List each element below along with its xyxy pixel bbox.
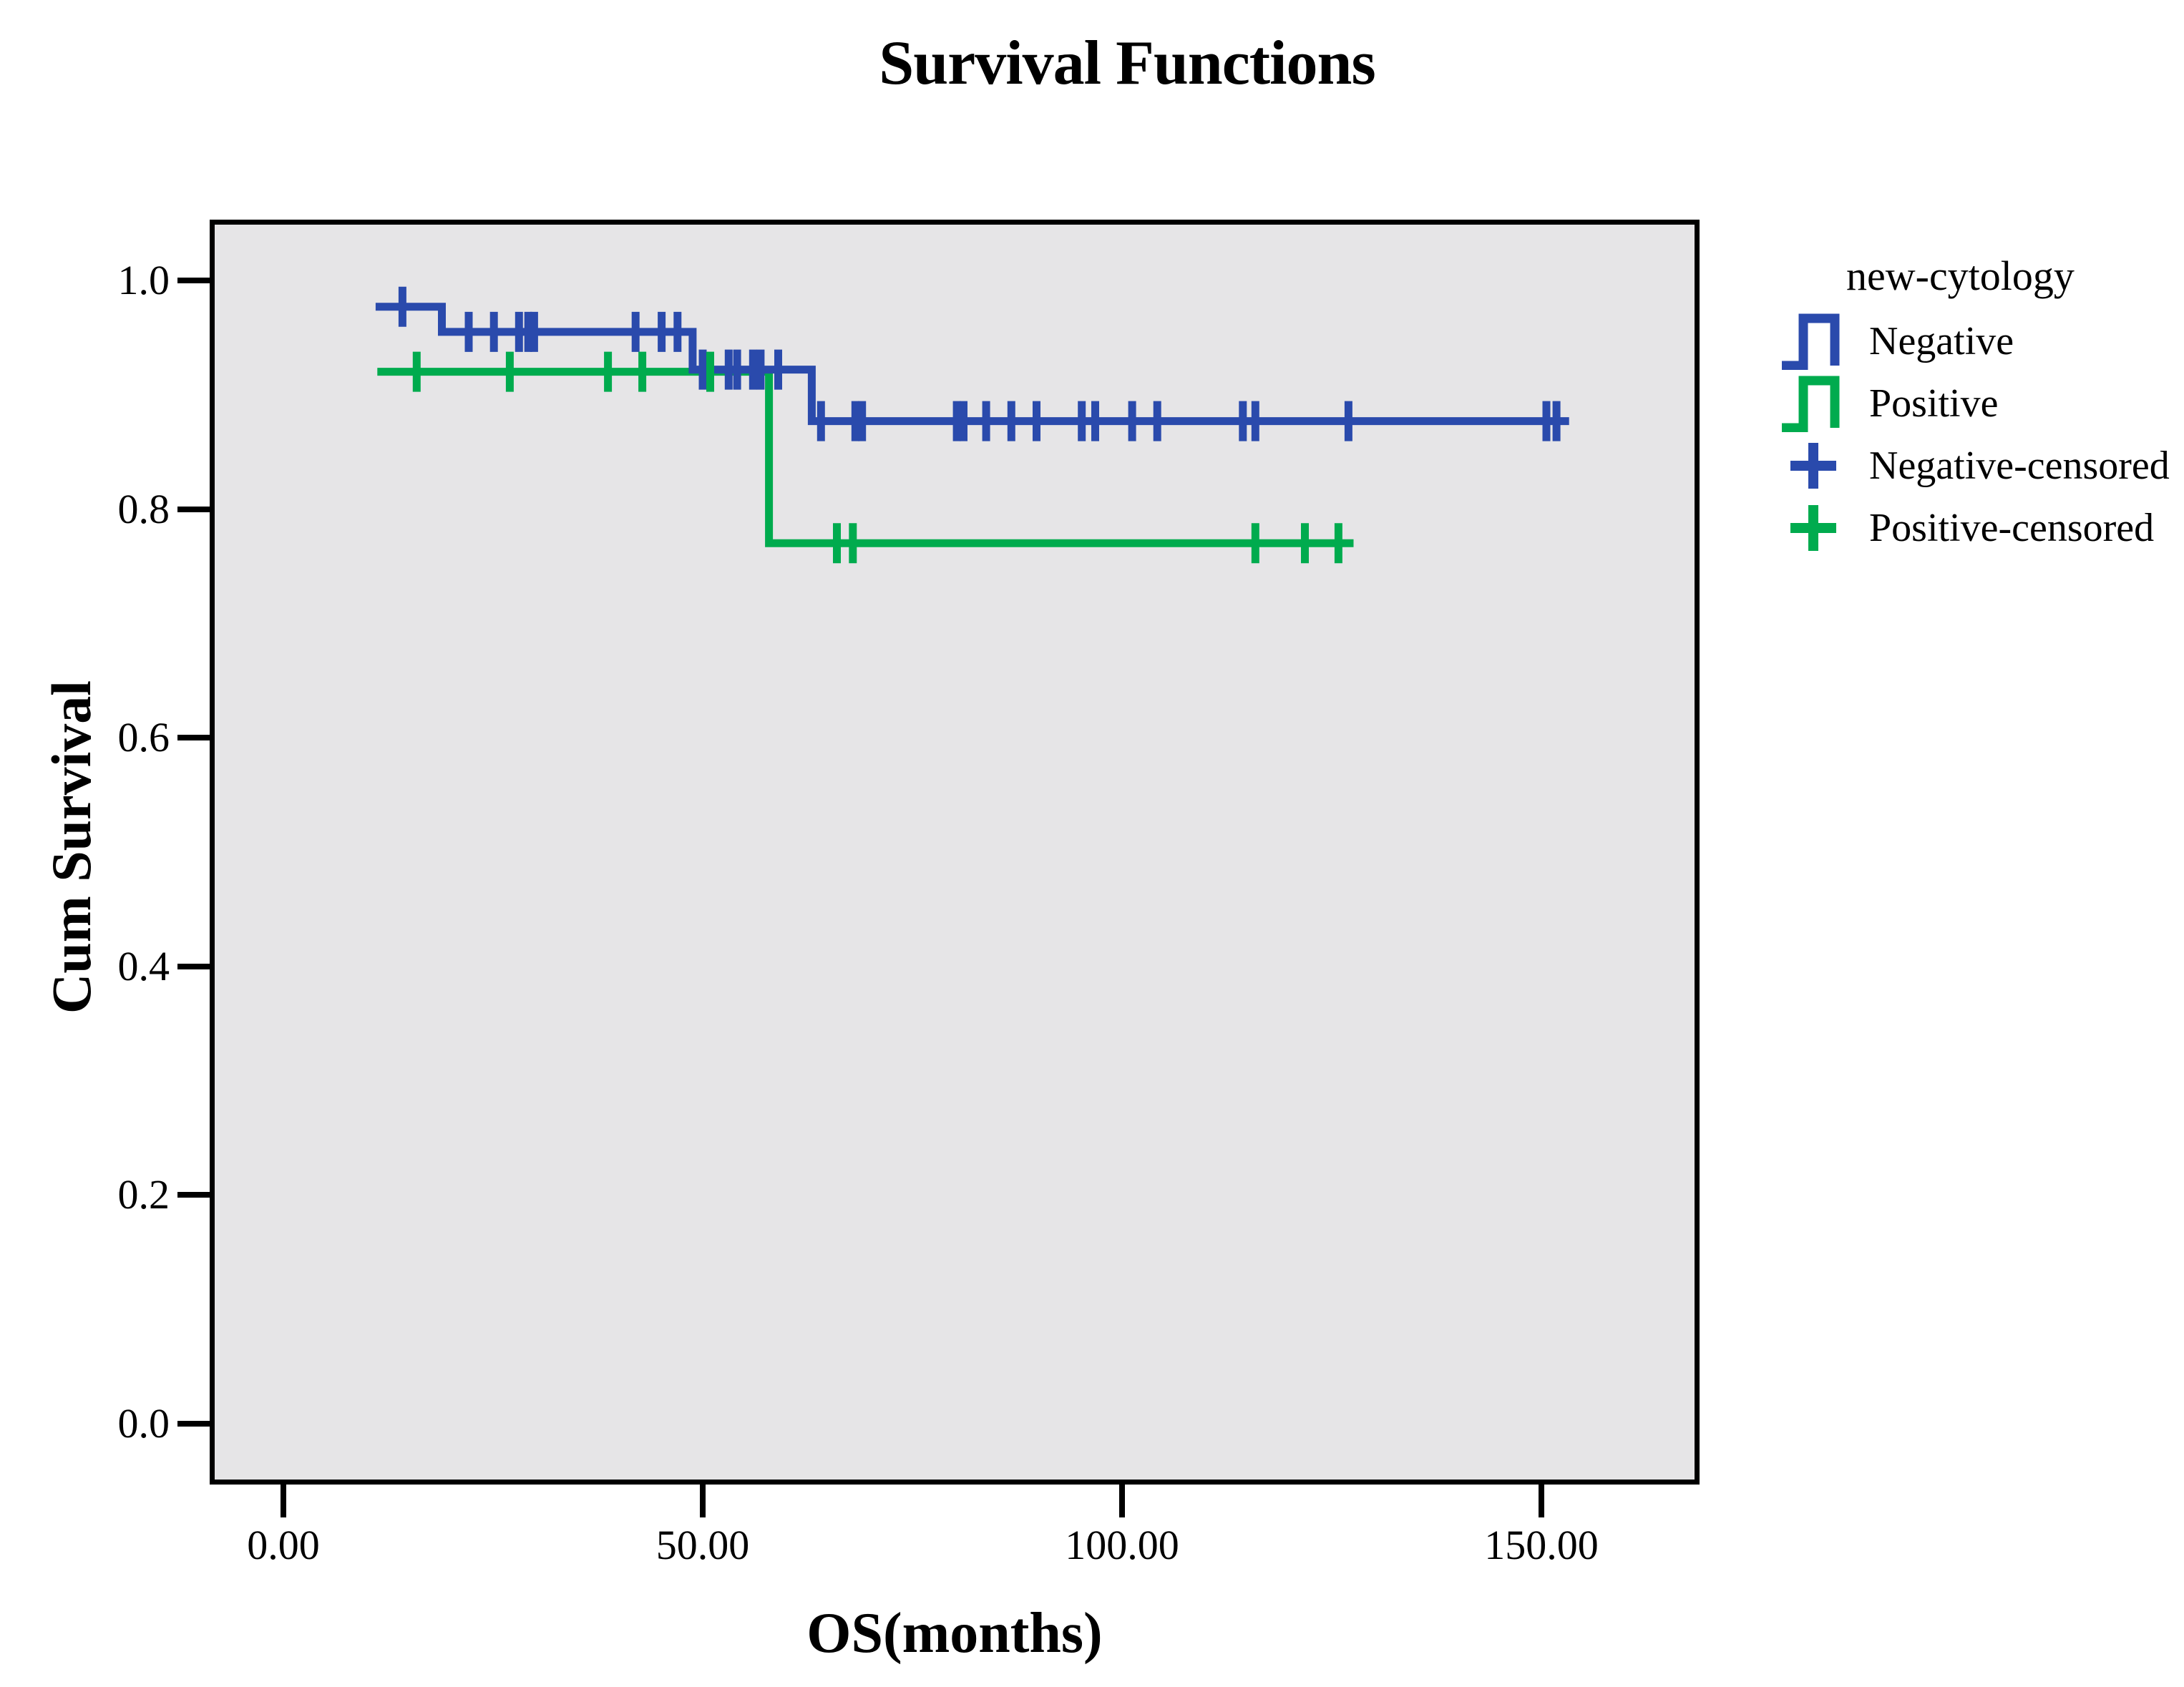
x-tick <box>281 1485 286 1517</box>
x-tick <box>700 1485 706 1517</box>
chart-title: Survival Functions <box>879 29 1375 98</box>
y-tick-label: 0.6 <box>117 714 170 761</box>
legend-item-negative-censored: Negative-censored <box>1778 434 2178 497</box>
x-tick-label: 50.00 <box>655 1522 750 1568</box>
legend-item-label: Positive-censored <box>1869 505 2155 550</box>
censor-marks-positive <box>412 351 1342 564</box>
censor-marks-negative <box>398 286 1561 441</box>
y-tick <box>177 506 210 512</box>
y-tick-label: 1.0 <box>117 257 170 303</box>
survival-curves-svg <box>375 286 1569 564</box>
series-line-negative <box>375 303 1569 426</box>
y-tick <box>177 1192 210 1198</box>
x-tick <box>1539 1485 1544 1517</box>
legend-item-negative: Negative <box>1778 310 2178 372</box>
x-axis-title: OS(months) <box>806 1602 1103 1665</box>
y-tick-label: 0.4 <box>117 942 170 989</box>
y-tick-label: 0.0 <box>117 1400 170 1447</box>
step-line-icon <box>1778 372 1849 434</box>
y-tick-label: 0.8 <box>117 485 170 532</box>
plus-censored-icon <box>1778 434 1849 497</box>
y-tick <box>177 1421 210 1427</box>
y-tick <box>177 735 210 741</box>
x-tick-label: 0.00 <box>247 1522 320 1568</box>
x-tick-label: 150.00 <box>1484 1522 1599 1568</box>
legend-item-label: Negative-censored <box>1869 443 2170 488</box>
legend: new-cytology Negative Positive Negative-ce… <box>1778 252 2178 559</box>
y-tick <box>177 278 210 283</box>
x-tick <box>1119 1485 1125 1517</box>
y-tick-label: 0.2 <box>117 1171 170 1218</box>
plot-area <box>210 220 1700 1485</box>
legend-item-positive: Positive <box>1778 372 2178 434</box>
legend-item-label: Positive <box>1869 381 1999 426</box>
legend-item-positive-censored: Positive-censored <box>1778 497 2178 559</box>
x-tick-label: 100.00 <box>1065 1522 1179 1568</box>
plus-censored-icon <box>1778 497 1849 559</box>
y-axis-title: Cum Survival <box>40 680 102 1014</box>
series-line-positive <box>377 368 1354 547</box>
step-line-icon <box>1778 310 1849 372</box>
legend-item-label: Negative <box>1869 318 2014 363</box>
legend-title: new-cytology <box>1846 253 2075 299</box>
y-tick <box>177 963 210 969</box>
